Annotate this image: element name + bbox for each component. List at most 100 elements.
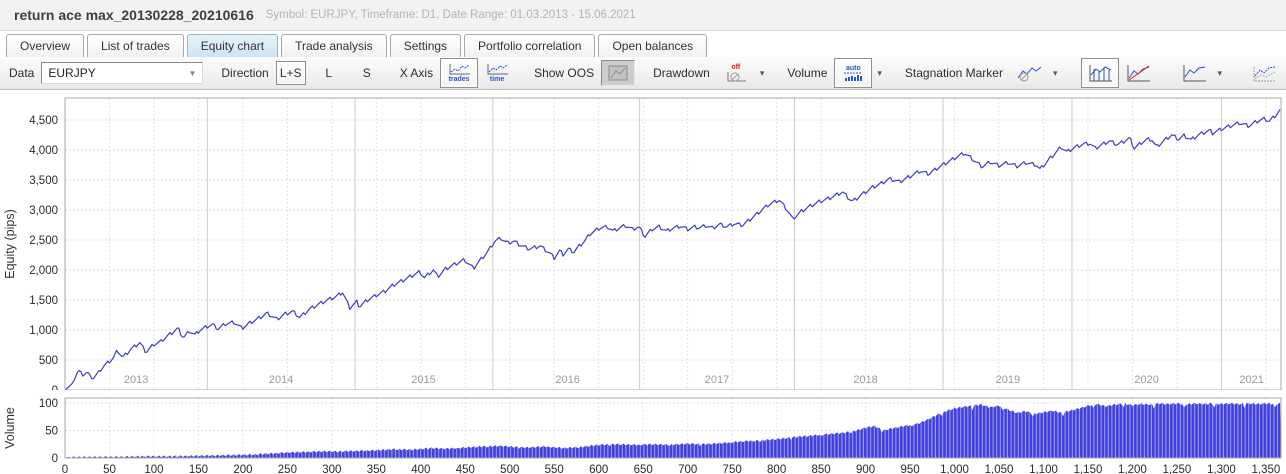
show-oos-label: Show OOS xyxy=(534,66,595,80)
svg-text:2020: 2020 xyxy=(1134,374,1158,386)
oos-chart-icon xyxy=(608,65,628,81)
svg-text:200: 200 xyxy=(233,464,252,474)
svg-text:50: 50 xyxy=(45,425,58,437)
volume-mode-button[interactable]: auto xyxy=(834,58,873,88)
svg-text:1,000: 1,000 xyxy=(940,464,969,474)
svg-text:1,150: 1,150 xyxy=(1074,464,1103,474)
svg-text:0: 0 xyxy=(52,453,58,465)
tab-bar: Overview List of trades Equity chart Tra… xyxy=(0,31,1286,57)
svg-text:450: 450 xyxy=(456,464,475,474)
svg-text:500: 500 xyxy=(500,464,519,474)
svg-text:900: 900 xyxy=(856,464,875,474)
svg-text:750: 750 xyxy=(723,464,742,474)
tab-overview[interactable]: Overview xyxy=(6,34,85,57)
xaxis-group: X Axis trades time xyxy=(391,57,525,89)
direction-long-button[interactable]: L xyxy=(325,66,333,80)
direction-short-button[interactable]: S xyxy=(362,66,371,80)
tab-equity-chart[interactable]: Equity chart xyxy=(186,34,279,57)
svg-text:2019: 2019 xyxy=(996,374,1020,386)
chart-style-group xyxy=(1072,57,1166,89)
svg-text:1,100: 1,100 xyxy=(1029,464,1058,474)
svg-text:250: 250 xyxy=(278,464,297,474)
svg-text:2015: 2015 xyxy=(411,374,435,386)
xaxis-time-button[interactable]: time xyxy=(478,58,516,88)
svg-text:0: 0 xyxy=(62,464,68,474)
svg-text:1,300: 1,300 xyxy=(1207,464,1236,474)
svg-text:950: 950 xyxy=(900,464,919,474)
equity-chart-panel: 2013201420152016201720182019202020210500… xyxy=(0,90,1286,474)
svg-text:2017: 2017 xyxy=(705,374,729,386)
svg-text:Volume: Volume xyxy=(3,407,17,449)
stagnation-dropdown-caret[interactable]: ▾ xyxy=(1052,67,1058,78)
svg-text:Equity (pips): Equity (pips) xyxy=(3,209,17,278)
svg-text:2013: 2013 xyxy=(124,374,148,386)
svg-text:0: 0 xyxy=(52,385,58,390)
xaxis-trades-button[interactable]: trades xyxy=(440,58,479,88)
tab-trade-analysis[interactable]: Trade analysis xyxy=(281,34,387,57)
drawdown-dropdown-caret[interactable]: ▾ xyxy=(759,67,765,78)
tab-list-of-trades[interactable]: List of trades xyxy=(87,34,184,57)
svg-text:4,000: 4,000 xyxy=(29,145,58,157)
svg-text:3,500: 3,500 xyxy=(29,175,58,187)
report-subtitle: Symbol: EURJPY, Timeframe: D1, Date Rang… xyxy=(265,9,636,21)
svg-text:1,200: 1,200 xyxy=(1118,464,1147,474)
tab-settings[interactable]: Settings xyxy=(389,34,462,57)
svg-text:1,350: 1,350 xyxy=(1251,464,1280,474)
stagnation-marker-icon xyxy=(1017,66,1042,82)
drawdown-group: Drawdown off ▾ xyxy=(644,57,778,89)
direction-group: Direction L+S L S xyxy=(212,57,390,89)
line-view-button[interactable] xyxy=(1175,58,1213,88)
svg-text:4,500: 4,500 xyxy=(29,115,58,127)
data-symbol-value: EURJPY xyxy=(48,66,96,80)
data-symbol-select[interactable]: EURJPY ▼ xyxy=(41,62,204,84)
svg-text:850: 850 xyxy=(812,464,831,474)
svg-text:3,000: 3,000 xyxy=(29,205,58,217)
drawdown-mode-button[interactable]: off xyxy=(717,58,755,88)
svg-text:150: 150 xyxy=(189,464,208,474)
svg-text:100: 100 xyxy=(39,398,58,410)
svg-text:350: 350 xyxy=(367,464,386,474)
stagnation-marker-label: Stagnation Marker xyxy=(904,66,1003,80)
chart-toolbar: Data EURJPY ▼ Direction L+S L S X Axis t… xyxy=(0,57,1286,90)
line-mode-group: ▾ xyxy=(1166,57,1237,89)
tab-open-balances[interactable]: Open balances xyxy=(598,34,708,57)
volume-group: Volume auto ▾ xyxy=(778,57,896,89)
svg-text:650: 650 xyxy=(634,464,653,474)
line-chart-icon xyxy=(1183,65,1206,82)
svg-text:1,000: 1,000 xyxy=(29,325,58,337)
svg-text:1,500: 1,500 xyxy=(29,295,58,307)
trades-chart-icon xyxy=(449,64,471,75)
window-titlebar: return ace max_20130228_20210616 Symbol:… xyxy=(0,0,1286,31)
tab-portfolio-correlation[interactable]: Portfolio correlation xyxy=(464,34,596,57)
svg-text:2014: 2014 xyxy=(269,374,293,386)
svg-text:2021: 2021 xyxy=(1239,374,1263,386)
svg-text:550: 550 xyxy=(545,464,564,474)
line-with-trend-view-button[interactable] xyxy=(1119,58,1157,88)
bars-line-chart-icon xyxy=(1089,65,1112,82)
compare-group xyxy=(1236,57,1286,89)
ghost-lines-view-button[interactable] xyxy=(1245,58,1283,88)
equity-chart: 2013 2014 2015 2016 2017 2018 2019 2020 2021 0 500… xyxy=(3,97,1282,397)
data-label: Data xyxy=(9,66,35,80)
volume-auto-caption: auto xyxy=(845,64,861,72)
data-group: Data EURJPY ▼ xyxy=(0,57,212,89)
report-title: return ace max_20130228_20210616 xyxy=(14,7,254,23)
volume-bars-icon xyxy=(844,72,863,81)
direction-label: Direction xyxy=(221,66,269,80)
svg-text:500: 500 xyxy=(39,355,58,367)
drawdown-label: Drawdown xyxy=(653,66,710,80)
bars-with-line-view-button[interactable] xyxy=(1080,58,1119,88)
svg-text:1,250: 1,250 xyxy=(1163,464,1192,474)
svg-text:1,050: 1,050 xyxy=(985,464,1014,474)
drawdown-off-icon xyxy=(727,71,746,81)
direction-long-short-button[interactable]: L+S xyxy=(275,61,306,85)
svg-text:600: 600 xyxy=(589,464,608,474)
stagnation-marker-button[interactable] xyxy=(1010,58,1048,88)
svg-text:2,000: 2,000 xyxy=(29,265,58,277)
volume-dropdown-caret[interactable]: ▾ xyxy=(877,67,882,78)
xaxis-trades-caption: trades xyxy=(448,76,470,83)
dashed-lines-chart-icon xyxy=(1253,66,1277,82)
line-view-dropdown-caret[interactable]: ▾ xyxy=(1217,67,1223,78)
svg-text:300: 300 xyxy=(322,464,341,474)
show-oos-toggle-button[interactable] xyxy=(601,60,636,86)
